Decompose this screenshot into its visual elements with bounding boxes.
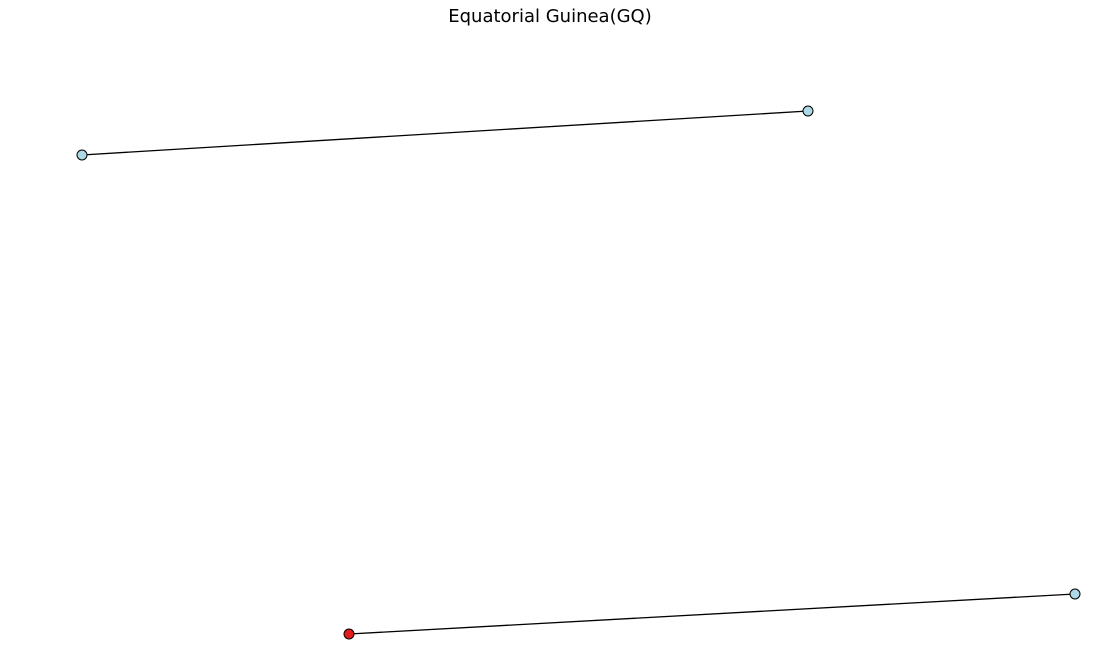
diagram-title: Equatorial Guinea(GQ)	[448, 6, 652, 27]
edge-1	[81, 110, 809, 156]
edge-2	[348, 593, 1076, 635]
node-4	[1069, 588, 1081, 600]
node-2	[802, 105, 814, 117]
edges-layer	[81, 110, 1076, 635]
nodes-layer	[76, 105, 1081, 640]
node-1	[76, 149, 88, 161]
node-3	[343, 628, 355, 640]
